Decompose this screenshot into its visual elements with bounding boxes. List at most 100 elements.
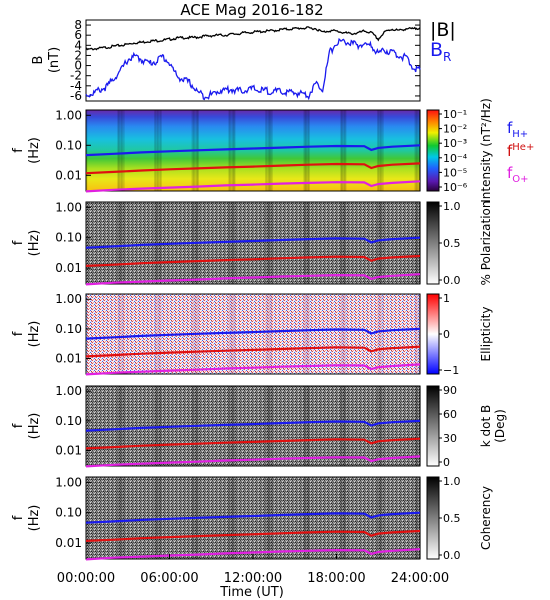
intensity-streak bbox=[229, 110, 231, 191]
ellipticity-streak bbox=[382, 294, 384, 374]
polarization-streak bbox=[231, 202, 233, 284]
time-tick-label: 18:00:00 bbox=[307, 571, 365, 586]
k-dot-b-colorbar-tick-label: 0 bbox=[443, 456, 450, 469]
polarization-streak bbox=[233, 202, 235, 284]
k-dot-b-streak bbox=[381, 386, 383, 466]
ellipticity-streak bbox=[155, 294, 157, 374]
polarization-ytick-label: 0.01 bbox=[55, 261, 82, 275]
k-dot-b-streak bbox=[155, 386, 157, 466]
k-dot-b-streak bbox=[119, 386, 121, 466]
k-dot-b-streak bbox=[270, 386, 272, 466]
ellipticity-streak bbox=[378, 294, 380, 374]
polarization-streak bbox=[86, 202, 88, 284]
gyro-line-oplus bbox=[85, 363, 421, 376]
polarization-streak bbox=[270, 202, 272, 284]
ellipticity-streak bbox=[345, 294, 347, 374]
coherency-streak bbox=[231, 477, 233, 559]
gyro-line-oplus bbox=[85, 180, 421, 193]
time-axis: 00:00:00 06:00:00 12:00:00 18:00:00 24:00:00 bbox=[57, 554, 449, 586]
coherency-colorbar-tick-label: 0.5 bbox=[443, 512, 461, 525]
ellipticity-streak bbox=[154, 294, 156, 374]
intensity-streak bbox=[343, 110, 345, 191]
coherency-streak bbox=[381, 477, 383, 559]
coherency-streak bbox=[380, 477, 382, 559]
ellipticity-streak bbox=[123, 294, 125, 374]
ellipticity-streak bbox=[160, 294, 162, 374]
k-dot-b-streak bbox=[229, 386, 231, 466]
intensity-streak bbox=[345, 110, 347, 191]
gyro-line-heplus bbox=[85, 437, 421, 450]
intensity-streak bbox=[265, 110, 267, 191]
intensity-streak bbox=[121, 110, 123, 191]
intensity-streak bbox=[157, 110, 159, 191]
ellipticity-streak bbox=[119, 294, 121, 374]
polarization-streak bbox=[344, 202, 346, 284]
intensity-streak bbox=[159, 110, 161, 191]
k-dot-b-streak bbox=[230, 386, 232, 466]
polarization-streak bbox=[342, 202, 344, 284]
intensity-streak bbox=[270, 110, 272, 191]
k-dot-b-streak bbox=[86, 386, 88, 466]
polarization-streak bbox=[378, 202, 380, 284]
k-dot-b-streak bbox=[160, 386, 162, 466]
coherency-streak bbox=[345, 477, 347, 559]
polarization-streak bbox=[268, 202, 270, 284]
coherency-streak bbox=[340, 477, 342, 559]
intensity-streak bbox=[306, 110, 308, 191]
polarization-colorbar-tick-label: 1.0 bbox=[443, 200, 461, 213]
intensity-streak bbox=[267, 110, 269, 191]
coherency-streak bbox=[265, 477, 267, 559]
coherency-streak bbox=[268, 477, 270, 559]
polarization-streak bbox=[340, 202, 342, 284]
polarization-ytick-label: 0.10 bbox=[55, 231, 82, 245]
ellipticity-streak bbox=[380, 294, 382, 374]
b-ytick-label: -2 bbox=[70, 69, 82, 83]
polarization-streak bbox=[265, 202, 267, 284]
gyro-line-oplus bbox=[85, 455, 421, 468]
ellipticity-streak bbox=[308, 294, 310, 374]
coherency-spectrogram bbox=[86, 477, 420, 559]
intensity-colorbar-tick-label: 10⁻⁵ bbox=[443, 166, 467, 179]
intensity-spectrogram bbox=[86, 110, 420, 191]
coherency-streak bbox=[303, 477, 305, 559]
intensity-streak bbox=[156, 110, 158, 191]
b-ytick-label: 8 bbox=[74, 18, 82, 32]
coherency-streak bbox=[229, 477, 231, 559]
intensity-streak bbox=[119, 110, 121, 191]
k-dot-b-streak bbox=[415, 386, 417, 466]
k-dot-b-streak bbox=[234, 386, 236, 466]
polarization-spectrogram bbox=[86, 202, 420, 284]
polarization-ylabel-top: f bbox=[11, 240, 26, 245]
coherency-streak bbox=[86, 477, 88, 559]
ellipticity-streak bbox=[266, 294, 268, 374]
gyro-line-heplus bbox=[85, 254, 421, 267]
ellipticity-ylabel-top: f bbox=[11, 331, 26, 336]
b-ytick-label: 4 bbox=[74, 38, 82, 52]
coherency-colorbar-tick-label: 1.0 bbox=[443, 475, 461, 488]
intensity-streak bbox=[268, 110, 270, 191]
polarization-streak bbox=[156, 202, 158, 284]
ellipticity-streak bbox=[381, 294, 383, 374]
gyro-line-heplus bbox=[85, 529, 421, 542]
coherency-streak bbox=[343, 477, 345, 559]
gyro-line-hplus bbox=[85, 511, 421, 524]
coherency-streak bbox=[158, 477, 160, 559]
polarization-ylabel-bottom: (Hz) bbox=[27, 230, 42, 257]
k-dot-b-streak bbox=[123, 386, 125, 466]
intensity-streak bbox=[417, 110, 419, 191]
intensity-streak bbox=[304, 110, 306, 191]
intensity-colorbar-tick-label: 10⁻² bbox=[443, 123, 467, 136]
series-b-radial bbox=[85, 37, 421, 101]
coherency-ytick-label: 0.10 bbox=[55, 506, 82, 520]
k-dot-b-streak bbox=[158, 386, 160, 466]
b-ytick-label: -4 bbox=[70, 79, 82, 93]
k-dot-b-ytick-label: 1.00 bbox=[55, 384, 82, 398]
k-dot-b-streak bbox=[154, 386, 156, 466]
intensity-streak bbox=[342, 110, 344, 191]
k-dot-b-streak bbox=[303, 386, 305, 466]
ellipticity-streak bbox=[305, 294, 307, 374]
coherency-streak bbox=[122, 477, 124, 559]
polarization-streak bbox=[269, 202, 271, 284]
intensity-ytick-label: 0.01 bbox=[55, 168, 82, 182]
ellipticity-ytick-label: 0.01 bbox=[55, 352, 82, 366]
